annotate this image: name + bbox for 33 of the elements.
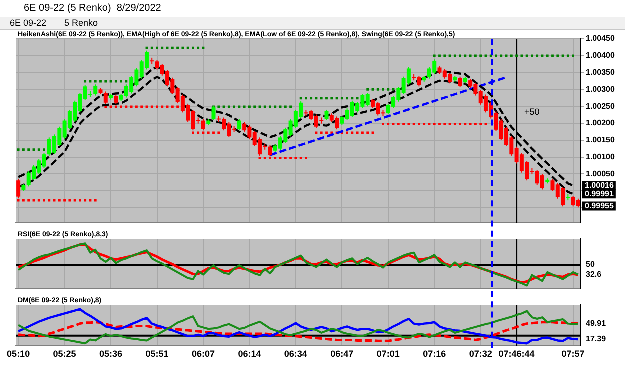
annotation: +50 [524,107,540,118]
y-tick-label: 1.00150 [586,136,616,145]
y-tick-label: 17.39 [586,334,607,344]
y-tick-label: 50 [586,260,596,270]
x-tick-label: 06:34 [284,348,308,359]
y-tick-label: 1.00100 [586,152,616,162]
x-tick-label: 05:36 [100,348,123,359]
x-tick-label: 05:10 [7,348,30,359]
x-tick-label: 07:32 [469,348,492,359]
x-tick-label: 05:51 [146,348,169,359]
x-tick-label: 07:01 [376,348,400,359]
y-tick-label: 49.91 [586,319,607,328]
y-tick-label: 1.00350 [586,68,616,77]
x-tick-label: 07:46:44 [498,348,535,359]
data-label: 0.99991 [585,189,614,198]
x-tick-label: 06:07 [192,348,215,359]
y-tick-label: 1.00450 [586,34,616,44]
x-tick-label: 06:47 [330,348,354,359]
x-tick-label: 05:25 [53,348,76,359]
y-tick-label: 32.6 [586,270,602,280]
chart-subtitle: 6E 09-22 (5 Renko) 8/29/2022 [23,2,162,16]
y-tick-label: 1.00200 [586,118,616,128]
y-tick-label: 1.00300 [586,84,616,94]
text: 6E 09-22 [10,18,47,28]
y-tick-label: 1.00250 [586,102,616,111]
y-tick-label: 1.00400 [586,51,616,60]
x-tick-label: 06:14 [238,348,262,359]
text: 0.99955 [585,202,614,211]
text: 5 Renko [64,18,98,28]
x-tick-label: 07:16 [423,348,446,359]
x-tick-label: 07:57 [562,348,585,359]
data-label: 1.00016 [585,180,614,190]
y-tick-label: 1.00050 [586,169,616,178]
